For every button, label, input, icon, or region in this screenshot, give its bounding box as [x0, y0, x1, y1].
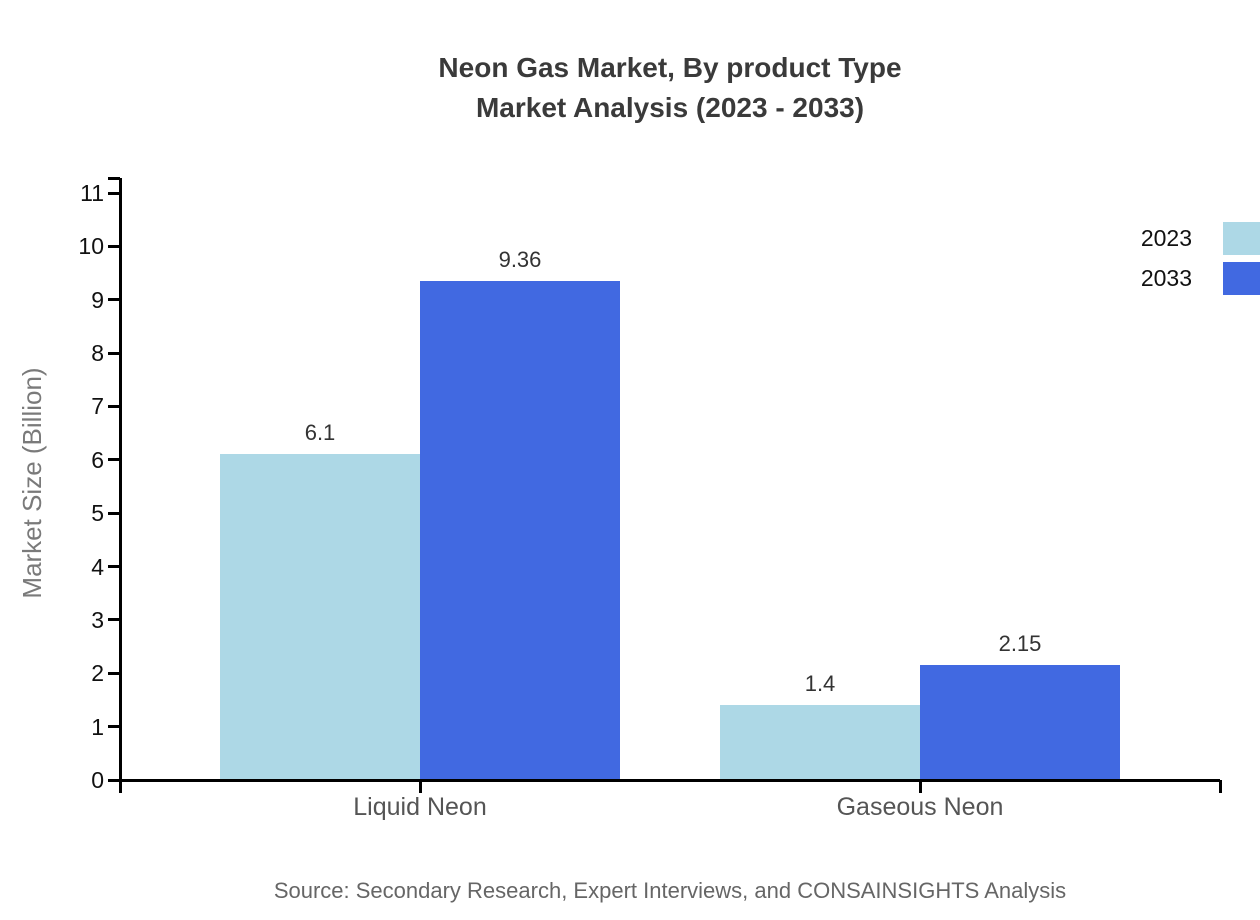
y-tick: [108, 618, 120, 622]
y-tick-label: 11: [80, 180, 104, 206]
y-tick: [108, 404, 120, 408]
y-tick-label: 2: [91, 660, 104, 687]
y-tick: [108, 565, 120, 569]
legend-label: 2023: [1140, 225, 1192, 251]
y-axis-cap: [108, 176, 120, 180]
legend: 2023 2033: [1141, 222, 1260, 302]
chart-title-line1: Neon Gas Market, By product Type: [438, 52, 902, 83]
y-tick: [108, 511, 120, 515]
bar-2033-liquid-neon: [420, 280, 620, 780]
y-tick: [108, 351, 120, 355]
chart-title-line2: Market Analysis (2023 - 2033): [475, 92, 865, 123]
y-tick-label: 0: [91, 767, 104, 793]
y-tick: [108, 298, 120, 302]
y-tick: [108, 725, 120, 729]
y-tick-label: 8: [91, 340, 104, 367]
chart-title: Neon Gas Market, By product Type Market …: [120, 48, 1220, 128]
category-label-liquid-neon: Liquid Neon: [353, 793, 487, 821]
bar-2023-gaseous-neon: [720, 705, 920, 780]
bar-2023-liquid-neon: [220, 454, 420, 780]
value-label: 2.15: [998, 631, 1042, 657]
legend-swatch: [1223, 222, 1260, 255]
legend-row-2033: 2033: [1141, 262, 1260, 295]
value-label: 6.1: [304, 420, 336, 446]
y-tick-label: 3: [91, 606, 104, 633]
legend-swatch: [1223, 262, 1260, 295]
y-tick-label: 6: [91, 446, 104, 473]
y-tick: [108, 458, 120, 462]
y-tick-label: 4: [91, 553, 104, 580]
value-label: 9.36: [498, 246, 542, 272]
y-tick: [108, 244, 120, 248]
y-tick: [108, 671, 120, 675]
y-tick-label: 7: [91, 393, 104, 420]
legend-label: 2033: [1140, 265, 1192, 291]
source-note: Source: Secondary Research, Expert Inter…: [273, 878, 1067, 903]
x-tick: [1218, 780, 1222, 793]
y-tick-label: 9: [91, 286, 104, 313]
category-label-gaseous-neon: Gaseous Neon: [836, 793, 1004, 821]
value-label: 1.4: [804, 671, 836, 697]
y-tick-label: 5: [91, 500, 104, 527]
y-tick-label: 1: [91, 713, 104, 740]
bar-2033-gaseous-neon: [920, 665, 1120, 780]
x-tick: [418, 780, 422, 793]
x-axis-line: [108, 778, 1220, 782]
x-tick: [918, 780, 922, 793]
y-tick: [108, 191, 120, 195]
y-tick-label: 10: [78, 233, 104, 260]
legend-row-2023: 2023: [1141, 222, 1260, 255]
y-axis-line: [118, 178, 122, 793]
